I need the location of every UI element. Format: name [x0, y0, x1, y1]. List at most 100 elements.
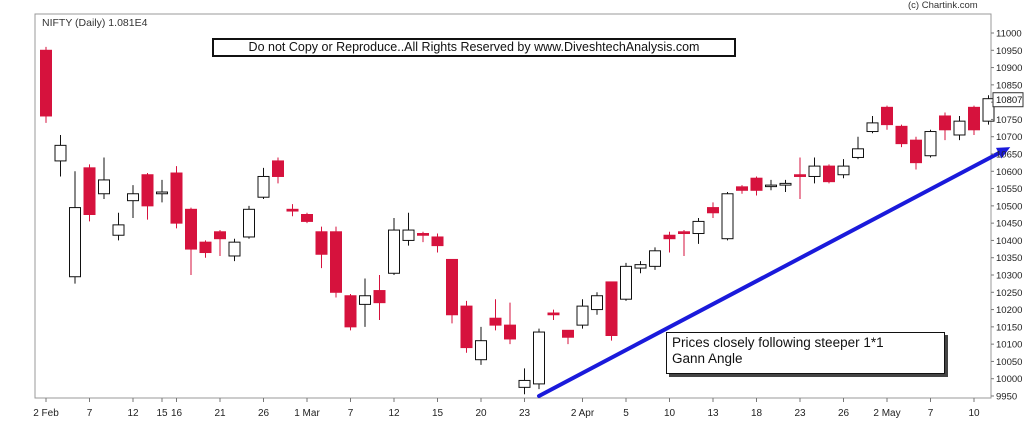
candle-body	[388, 229, 400, 274]
candle-bearish	[968, 105, 980, 135]
y-tick-label: 10150	[996, 322, 1022, 333]
gann-angle-line	[537, 147, 1011, 398]
y-tick-label: 11000	[996, 29, 1022, 40]
candle-bullish	[721, 192, 734, 241]
candle-bearish	[504, 302, 516, 345]
candle-body	[591, 295, 603, 311]
candle-bearish	[663, 231, 676, 253]
y-tick-label: 10650	[996, 150, 1022, 161]
candle-body	[968, 106, 980, 131]
candle-bullish	[576, 299, 589, 329]
annotation-line-2: Gann Angle	[672, 351, 743, 366]
candle-bullish	[866, 115, 879, 134]
candle-bullish	[156, 179, 168, 203]
candle-body	[837, 165, 850, 176]
candle-bearish	[547, 309, 560, 320]
candle-body	[54, 144, 67, 162]
annotation-box: Prices closely following steeper 1*1 Gan…	[666, 332, 945, 374]
x-tick-label: 7	[928, 408, 934, 419]
annotation-line-1: Prices closely following steeper 1*1	[672, 335, 884, 350]
x-tick-label: 15	[432, 408, 444, 419]
x-tick-label: 21	[214, 408, 226, 419]
candle-bullish	[402, 212, 415, 246]
x-tick-label: 1 Mar	[294, 408, 320, 419]
candle-bearish	[794, 157, 806, 199]
candle-bullish	[69, 171, 81, 284]
candle-body	[344, 295, 357, 328]
candle-body	[170, 172, 183, 224]
candle-body	[185, 208, 197, 250]
candle-body	[112, 224, 125, 236]
candle-bullish	[54, 134, 67, 177]
y-tick-label: 10250	[996, 288, 1022, 299]
candle-bullish	[127, 185, 139, 218]
candle-bearish	[301, 212, 313, 224]
x-tick-label: 23	[519, 408, 531, 419]
candle-bullish	[533, 328, 545, 390]
gann-line-stroke	[537, 151, 1001, 398]
candle-body	[605, 281, 618, 336]
x-tick-label: 18	[751, 408, 763, 419]
candle-body	[214, 231, 226, 240]
x-tick-label: 2 Apr	[571, 408, 595, 419]
x-tick-label: 26	[258, 408, 270, 419]
candle-bearish	[170, 166, 183, 229]
candle-body	[910, 139, 922, 164]
candle-body	[40, 49, 52, 117]
candle-bullish	[591, 292, 603, 315]
candle-body	[576, 305, 589, 326]
y-tick-label: 9950	[996, 392, 1017, 403]
candle-body	[750, 177, 763, 191]
candle-body	[286, 208, 299, 212]
candle-bearish	[489, 299, 502, 331]
candle-body	[794, 174, 806, 177]
candle-body	[823, 165, 835, 183]
x-tick-label: 13	[707, 408, 719, 419]
candle-bullish	[257, 167, 270, 199]
y-tick-label: 10050	[996, 357, 1022, 368]
y-tick-label: 10450	[996, 219, 1022, 230]
candle-body	[402, 229, 415, 241]
candle-body	[199, 241, 212, 254]
x-tick-label: 10	[664, 408, 676, 419]
candle-bearish	[895, 124, 908, 148]
x-tick-label: 2 May	[873, 408, 900, 419]
candle-bearish	[214, 230, 226, 256]
candle-body	[228, 241, 241, 257]
candle-bullish	[228, 238, 241, 262]
candle-body	[547, 312, 560, 316]
candle-bullish	[765, 179, 777, 191]
candle-body	[707, 207, 719, 214]
candle-bullish	[779, 179, 792, 193]
candle-bearish	[446, 258, 458, 324]
candle-body	[315, 231, 328, 255]
candle-body	[518, 379, 531, 388]
candle-bullish	[98, 157, 110, 199]
candle-bullish	[518, 368, 531, 395]
candle-body	[634, 264, 647, 269]
last-value-label: 10807	[996, 95, 1022, 106]
candle-bullish	[634, 261, 647, 274]
candle-body	[881, 106, 893, 126]
x-tick-label: 7	[348, 408, 354, 419]
candle-bearish	[315, 226, 328, 269]
candle-bearish	[707, 202, 719, 218]
candle-body	[736, 186, 748, 191]
y-tick-label: 10500	[996, 201, 1022, 212]
candle-body	[83, 167, 96, 215]
y-tick-label: 10100	[996, 340, 1022, 351]
candle-bearish	[344, 294, 357, 331]
candle-bearish	[286, 204, 299, 217]
x-tick-label: 12	[127, 408, 139, 419]
y-tick-label: 10700	[996, 132, 1022, 143]
x-tick-label: 7	[87, 408, 93, 419]
candle-body	[417, 233, 429, 236]
candle-body	[924, 131, 937, 157]
chartink-credit: (c) Chartink.com	[908, 0, 978, 11]
y-tick-label: 10950	[996, 46, 1022, 57]
y-tick-label: 10600	[996, 167, 1022, 178]
candle-body	[620, 265, 632, 300]
candle-body	[475, 340, 487, 361]
candle-bearish	[881, 105, 893, 130]
